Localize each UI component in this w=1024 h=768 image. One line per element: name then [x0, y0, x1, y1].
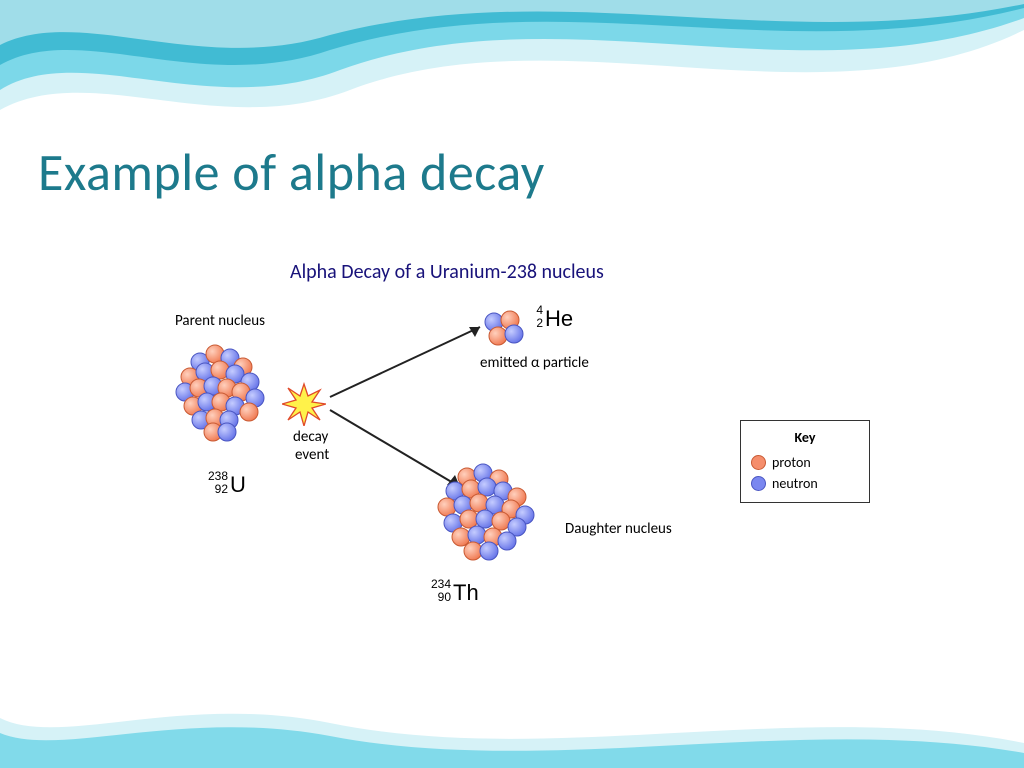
parent-atomic: 92	[200, 482, 230, 496]
daughter-atomic: 90	[423, 590, 453, 604]
legend-label-proton: proton	[772, 454, 811, 471]
alpha-isotope: 4 2 He	[545, 306, 573, 332]
parent-nucleus	[165, 332, 285, 452]
parent-nucleus-label: Parent nucleus	[175, 312, 265, 330]
alpha-atomic: 2	[515, 316, 545, 330]
neutron-swatch	[751, 476, 766, 491]
legend-title: Key	[751, 429, 859, 446]
parent-symbol: U	[230, 472, 246, 497]
parent-isotope: 238 92 U	[230, 472, 246, 498]
proton-swatch	[751, 455, 766, 470]
alpha-symbol: He	[545, 306, 573, 331]
slide-title: Example of alpha decay	[38, 140, 545, 204]
daughter-mass: 234	[423, 577, 453, 591]
emitted-particle-label: emitted α particle	[480, 354, 589, 372]
alpha-mass: 4	[515, 303, 545, 317]
legend-label-neutron: neutron	[772, 475, 818, 492]
legend-box: Key proton neutron	[740, 420, 870, 503]
legend-row-proton: proton	[751, 454, 859, 471]
diagram-title: Alpha Decay of a Uranium-238 nucleus	[290, 260, 604, 284]
wave-bottom-decoration	[0, 698, 1024, 768]
daughter-isotope: 234 90 Th	[453, 580, 479, 606]
daughter-symbol: Th	[453, 580, 479, 605]
parent-mass: 238	[200, 469, 230, 483]
legend-row-neutron: neutron	[751, 475, 859, 492]
decay-event-label-1: decay	[293, 428, 328, 446]
decay-event-icon	[282, 382, 326, 426]
alpha-decay-diagram: Alpha Decay of a Uranium-238 nucleus Par…	[180, 260, 880, 660]
wave-top-decoration	[0, 0, 1024, 140]
daughter-nucleus-label: Daughter nucleus	[565, 520, 672, 538]
daughter-nucleus	[425, 455, 550, 575]
arrow-to-alpha	[325, 315, 495, 405]
